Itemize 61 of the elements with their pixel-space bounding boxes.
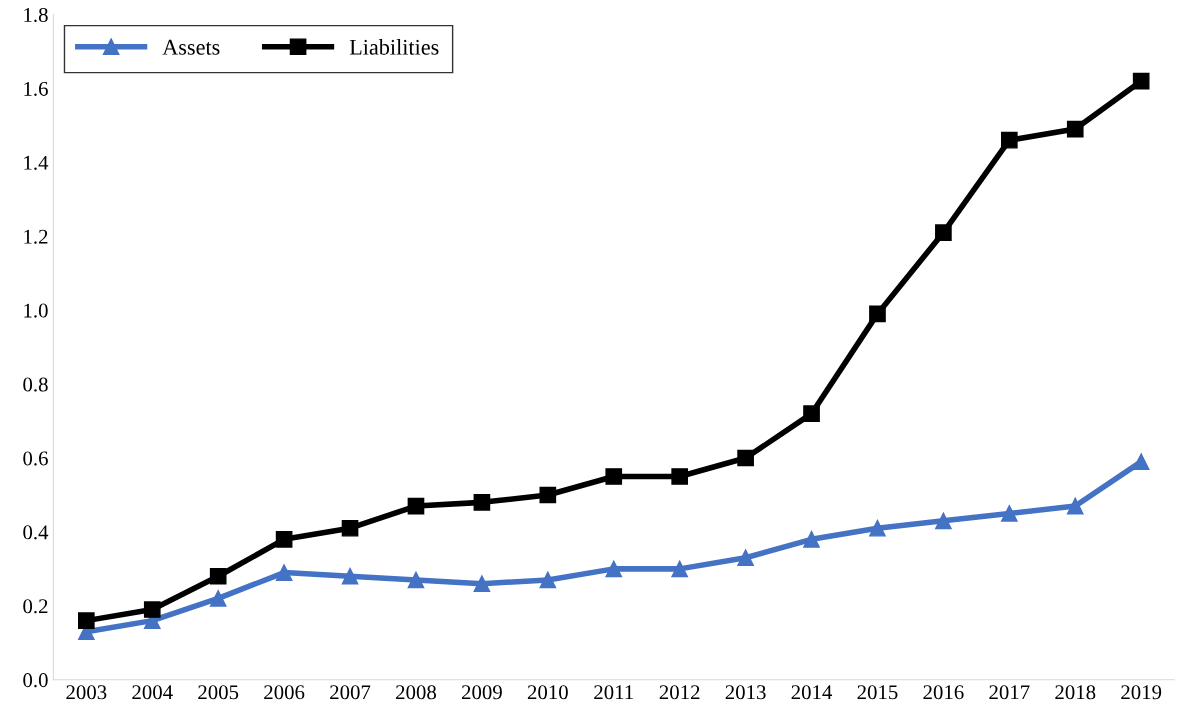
x-tick-label: 2013 <box>725 685 766 700</box>
point <box>341 519 359 537</box>
y-tick-label: 1.6 <box>24 81 48 96</box>
x-tick-label: 2008 <box>396 685 437 700</box>
x-tick-label: 2003 <box>66 685 107 700</box>
point <box>605 468 623 485</box>
legend-label: Liabilities <box>349 39 439 55</box>
point <box>1132 72 1150 90</box>
point <box>671 468 689 485</box>
point <box>803 530 820 548</box>
y-tick-label: 1.0 <box>24 303 48 318</box>
x-tick-label: 2019 <box>1121 685 1162 700</box>
point <box>935 224 952 241</box>
point <box>275 564 293 581</box>
x-tick-label: 2005 <box>198 685 239 700</box>
point <box>1066 120 1084 138</box>
point <box>407 497 425 515</box>
point <box>539 571 557 589</box>
x-tick-label: 2012 <box>659 685 700 700</box>
x-tick-label: 2011 <box>594 685 633 700</box>
y-tick-label: 0.2 <box>23 599 48 614</box>
y-tick-label: 0.0 <box>23 673 48 688</box>
legend-label: Assets <box>162 39 220 55</box>
point <box>78 612 95 629</box>
point <box>143 601 161 618</box>
y-tick-label: 1.8 <box>24 7 48 23</box>
point <box>539 486 557 504</box>
point <box>1000 131 1018 149</box>
point <box>737 449 754 467</box>
point <box>275 530 293 548</box>
x-tick-label: 2016 <box>923 685 964 700</box>
x-tick-label: 2017 <box>989 685 1030 700</box>
x-tick-label: 2004 <box>132 685 173 700</box>
x-tick-label: 2014 <box>791 685 833 700</box>
point <box>935 512 952 530</box>
y-tick-label: 0.8 <box>23 377 48 392</box>
point <box>737 549 754 567</box>
point <box>209 567 227 585</box>
point <box>1000 505 1018 522</box>
point <box>407 571 425 589</box>
point <box>1066 497 1084 515</box>
point <box>341 567 359 585</box>
x-tick-label: 2018 <box>1055 685 1096 700</box>
y-tick-label: 0.4 <box>23 525 49 540</box>
point <box>671 560 689 578</box>
point <box>605 560 623 578</box>
y-tick-label: 1.2 <box>24 229 48 244</box>
x-tick-label: 2009 <box>461 685 502 700</box>
x-tick-label: 2006 <box>264 685 305 700</box>
point <box>869 305 886 323</box>
point <box>869 519 886 537</box>
y-tick-label: 0.6 <box>23 451 48 466</box>
point <box>1132 453 1150 471</box>
x-tick-label: 2007 <box>330 685 371 700</box>
point <box>473 575 491 592</box>
x-tick-label: 2010 <box>527 685 568 700</box>
point <box>473 494 491 511</box>
point <box>803 405 820 422</box>
point <box>209 590 227 607</box>
x-tick-label: 2015 <box>857 685 898 700</box>
y-tick-label: 1.4 <box>24 155 49 170</box>
